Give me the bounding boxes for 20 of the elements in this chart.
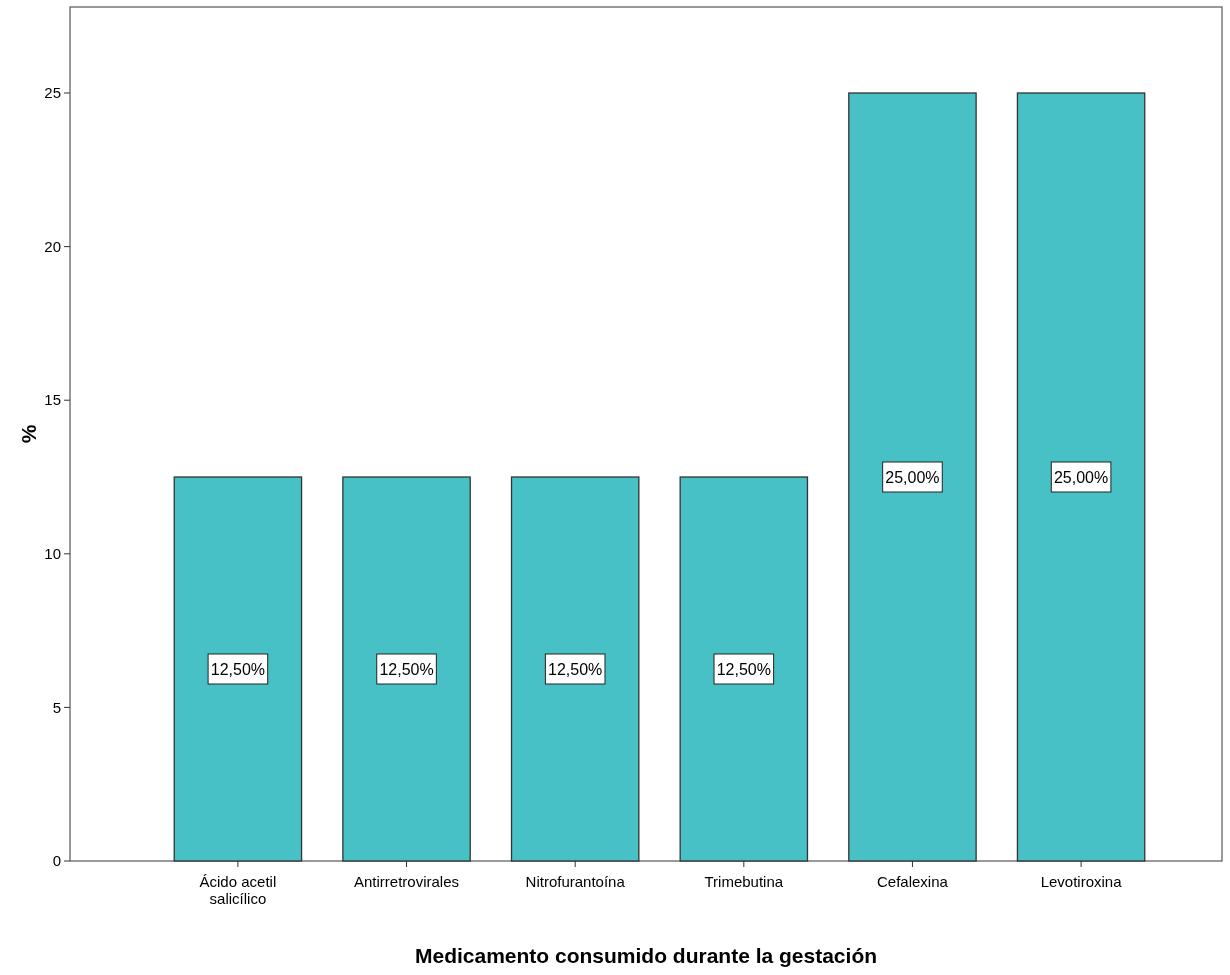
data-label: 25,00%	[1053, 468, 1109, 486]
y-tick-label: 15	[44, 391, 61, 409]
x-tick-label: Nitrofurantoína	[525, 873, 626, 890]
x-tick-label: Trimebutina	[704, 873, 784, 890]
y-tick-label: 0	[52, 852, 61, 870]
data-label: 12,50%	[548, 660, 603, 678]
y-axis-title: %	[17, 424, 40, 444]
data-label: 25,00%	[885, 468, 940, 486]
x-tick-label: Levotiroxina	[1040, 873, 1123, 890]
y-tick-label: 20	[44, 237, 61, 255]
data-label: 12,50%	[716, 660, 771, 678]
data-label: 12,50%	[379, 660, 434, 678]
x-axis-title: Medicamento consumido durante la gestación	[414, 944, 878, 967]
x-tick-label: Antirretrovirales	[354, 873, 460, 890]
x-tick-label: Cefalexina	[877, 873, 949, 890]
x-tick-label: Ácido acetil salicílico	[199, 873, 277, 907]
data-label: 12,50%	[210, 660, 266, 678]
y-tick-label: 10	[44, 545, 61, 563]
y-tick-label: 25	[44, 84, 61, 102]
y-tick-label: 5	[52, 698, 61, 716]
